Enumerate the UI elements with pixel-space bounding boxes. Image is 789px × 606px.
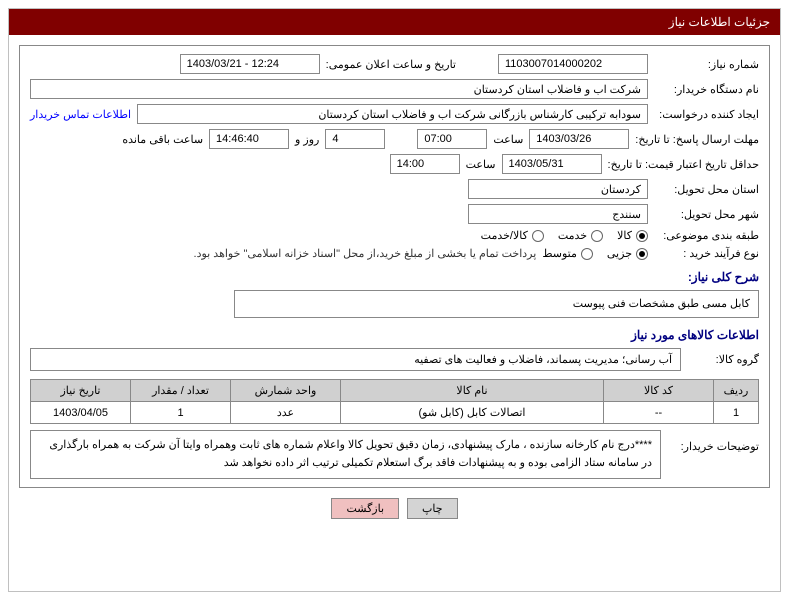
process-radio-group: جزیی متوسط <box>542 247 648 260</box>
label-announce-dt: تاریخ و ساعت اعلان عمومی: <box>326 58 456 71</box>
province-field: کردستان <box>468 179 648 199</box>
validity-date-field: 1403/05/31 <box>502 154 602 174</box>
response-date-field: 1403/03/26 <box>529 129 629 149</box>
radio-goods-label: کالا <box>617 229 632 242</box>
label-need-no: شماره نیاز: <box>654 58 759 71</box>
city-field: سنندج <box>468 204 648 224</box>
need-no-field: 1103007014000202 <box>498 54 648 74</box>
radio-both[interactable] <box>532 230 544 242</box>
label-city: شهر محل تحویل: <box>654 208 759 221</box>
label-buyer-notes: توضیحات خریدار: <box>669 430 759 453</box>
label-price-validity: حداقل تاریخ اعتبار قیمت: تا تاریخ: <box>608 158 759 171</box>
section-general-desc: شرح کلی نیاز: <box>30 270 759 284</box>
requester-field: سودابه ترکیبی کارشناس بازرگانی شرکت اب و… <box>137 104 648 124</box>
cell-code: -- <box>604 402 714 424</box>
col-unit: واحد شمارش <box>231 380 341 402</box>
radio-medium-label: متوسط <box>542 247 577 260</box>
days-field: 4 <box>325 129 385 149</box>
label-response-deadline: مهلت ارسال پاسخ: تا تاریخ: <box>635 133 759 146</box>
radio-service[interactable] <box>591 230 603 242</box>
label-province: استان محل تحویل: <box>654 183 759 196</box>
item-group-field: آب رسانی؛ مدیریت پسماند، فاضلاب و فعالیت… <box>30 348 681 371</box>
col-name: نام کالا <box>341 380 604 402</box>
section-items-info: اطلاعات کالاهای مورد نیاز <box>30 328 759 342</box>
countdown-field: 14:46:40 <box>209 129 289 149</box>
category-radio-group: کالا خدمت کالا/خدمت <box>481 229 648 242</box>
radio-medium[interactable] <box>581 248 593 260</box>
label-process-type: نوع فرآیند خرید : <box>654 247 759 260</box>
cell-unit: عدد <box>231 402 341 424</box>
col-row: ردیف <box>714 380 759 402</box>
radio-goods[interactable] <box>636 230 648 242</box>
cell-row: 1 <box>714 402 759 424</box>
label-hour-2: ساعت <box>466 158 496 171</box>
label-hour-1: ساعت <box>493 133 523 146</box>
col-qty: تعداد / مقدار <box>131 380 231 402</box>
announce-dt-field: 1403/03/21 - 12:24 <box>180 54 320 74</box>
radio-partial-label: جزیی <box>607 247 632 260</box>
table-row: 1 -- اتصالات کابل (کابل شو) عدد 1 1403/0… <box>31 402 759 424</box>
page-title: جزئیات اطلاعات نیاز <box>669 15 770 29</box>
cell-name: اتصالات کابل (کابل شو) <box>341 402 604 424</box>
validity-time-field: 14:00 <box>390 154 460 174</box>
col-code: کد کالا <box>604 380 714 402</box>
label-requester: ایجاد کننده درخواست: <box>654 108 759 121</box>
buyer-contact-link[interactable]: اطلاعات تماس خریدار <box>30 108 131 121</box>
items-table: ردیف کد کالا نام کالا واحد شمارش تعداد /… <box>30 379 759 424</box>
buyer-org-field: شرکت اب و فاضلاب استان کردستان <box>30 79 648 99</box>
radio-service-label: خدمت <box>558 229 587 242</box>
print-button[interactable]: چاپ <box>407 498 458 519</box>
label-day-and: روز و <box>295 133 319 146</box>
col-date: تاریخ نیاز <box>31 380 131 402</box>
label-category: طبقه بندی موضوعی: <box>654 229 759 242</box>
radio-partial[interactable] <box>636 248 648 260</box>
buyer-notes-field: ****درج نام کارخانه سازنده ، مارک پیشنها… <box>30 430 661 479</box>
process-note: پرداخت تمام یا بخشی از مبلغ خرید،از محل … <box>194 247 537 260</box>
cell-date: 1403/04/05 <box>31 402 131 424</box>
response-time-field: 07:00 <box>417 129 487 149</box>
radio-both-label: کالا/خدمت <box>481 229 528 242</box>
label-remaining: ساعت باقی مانده <box>122 133 203 146</box>
back-button[interactable]: بازگشت <box>331 498 399 519</box>
label-buyer-org: نام دستگاه خریدار: <box>654 83 759 96</box>
page-title-bar: جزئیات اطلاعات نیاز <box>9 9 780 35</box>
label-item-group: گروه کالا: <box>689 353 759 366</box>
general-desc-field: کابل مسی طبق مشخصات فنی پیوست <box>234 290 759 318</box>
cell-qty: 1 <box>131 402 231 424</box>
